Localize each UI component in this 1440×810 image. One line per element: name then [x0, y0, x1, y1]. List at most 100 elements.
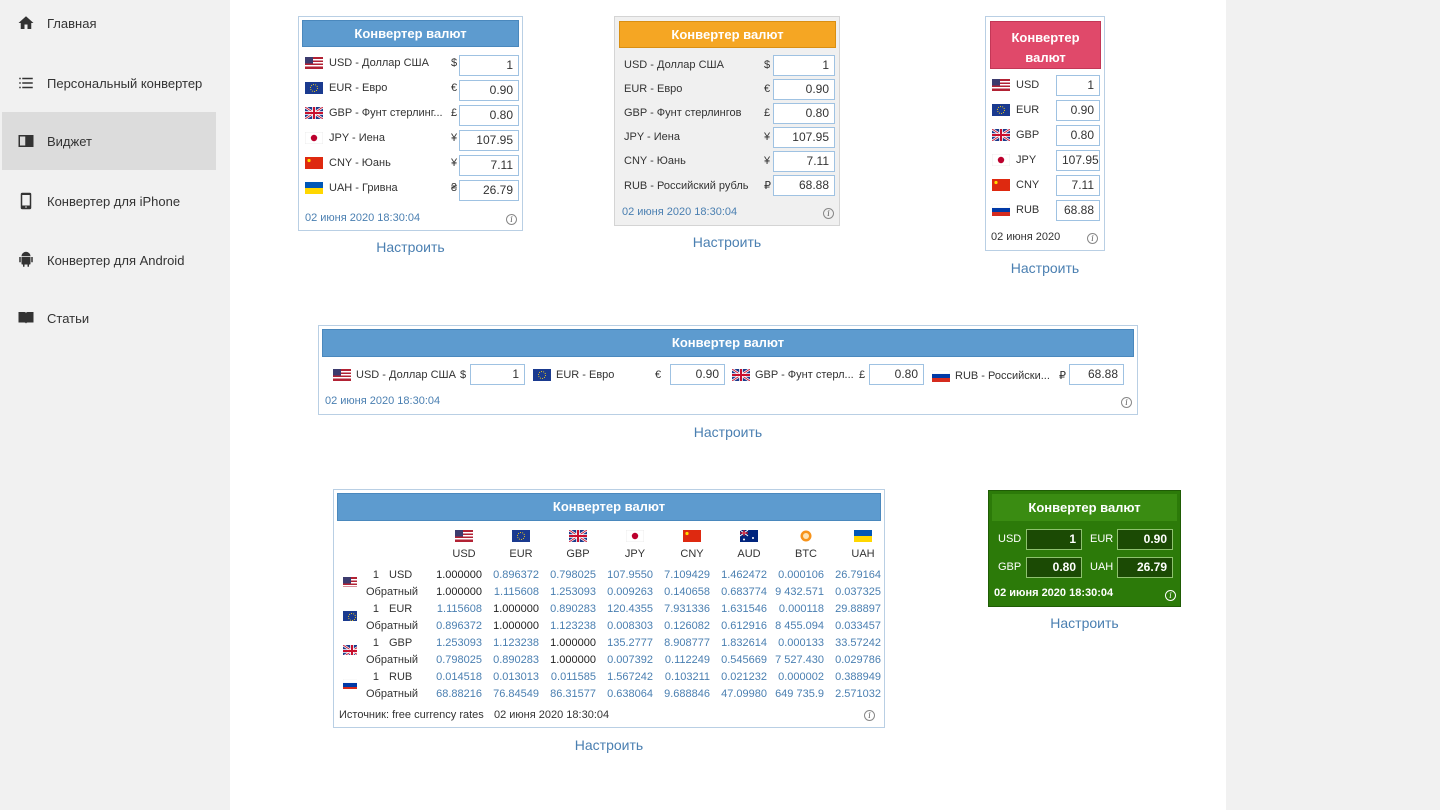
reverse-label: Обратный: [365, 620, 418, 632]
currency-row: CNY - Юань ¥: [305, 157, 457, 169]
list-icon: [16, 73, 36, 93]
rate-cell: 7.109429: [664, 569, 710, 581]
widget-title: Конвертер валют: [337, 493, 881, 521]
usd-flag-icon: [455, 530, 473, 542]
currency-label: EUR - Евро: [329, 82, 388, 94]
setup-link[interactable]: Настроить: [376, 239, 445, 255]
info-icon[interactable]: i: [506, 214, 517, 225]
currency-row: GBP - Фунт стерлингов £: [624, 107, 770, 119]
eu-flag-icon: [992, 104, 1010, 116]
info-icon[interactable]: i: [1121, 397, 1132, 408]
sidebar-item-home[interactable]: Главная: [2, 0, 216, 52]
ru-flag-icon: [992, 204, 1010, 216]
amount-input-cny[interactable]: 7.11: [773, 151, 835, 172]
row-currency-code: RUB: [389, 671, 413, 683]
rate-cell: 1.567242: [607, 671, 653, 683]
amount-input-jpy[interactable]: 107.95: [1056, 150, 1100, 171]
amount-input-jpy[interactable]: 107.95: [459, 130, 519, 151]
amount-input-gbp[interactable]: 0.80: [869, 364, 924, 385]
source-label[interactable]: Источник: free currency rates: [339, 709, 484, 721]
info-icon[interactable]: i: [864, 710, 875, 721]
android-icon: [16, 250, 36, 270]
ua-flag-icon: [305, 182, 323, 194]
info-icon[interactable]: i: [823, 208, 834, 219]
currency-row: RUB - Российский рубль ₽: [624, 179, 771, 193]
widget-title: Конвертер валют: [619, 21, 836, 48]
currency-label: EUR: [1090, 533, 1114, 545]
info-icon[interactable]: i: [1165, 590, 1176, 601]
amount-input-eur[interactable]: 0.90: [1117, 529, 1173, 550]
amount-input-rub[interactable]: 68.88: [1069, 364, 1124, 385]
update-date: 02 июня 2020: [991, 231, 1061, 243]
reverse-rate-cell: 649 735.9: [775, 688, 824, 700]
amount-input-eur[interactable]: 0.90: [1056, 100, 1100, 121]
currency-label: USD - Доллар США: [624, 59, 724, 71]
amount-input-rub[interactable]: 68.88: [1056, 200, 1100, 221]
rate-cell: 1.832614: [721, 637, 767, 649]
eur-flag-icon: [343, 611, 357, 621]
column-header: BTC: [795, 548, 817, 560]
amount-input-eur[interactable]: 0.90: [459, 80, 519, 101]
rate-cell: 0.021232: [721, 671, 767, 683]
info-icon[interactable]: i: [1087, 233, 1098, 244]
setup-link[interactable]: Настроить: [1010, 260, 1080, 276]
reverse-rate-cell: 0.798025: [436, 654, 482, 666]
column-header: GBP: [566, 548, 590, 560]
amount-input-uah[interactable]: 26.79: [1117, 557, 1173, 578]
amount-input-gbp[interactable]: 0.80: [773, 103, 835, 124]
currency-label: USD: [998, 533, 1022, 545]
currency-row: USD - Доллар США $: [624, 59, 770, 71]
sidebar-item-personal-converter[interactable]: Персональный конвертер: [2, 54, 216, 112]
sidebar-item-label: Виджет: [47, 133, 92, 149]
rate-cell: 0.011585: [550, 671, 596, 683]
widget-rates-table: Конвертер валют USD EUR GBP JPY CNY AUD BTC UAH…: [333, 489, 885, 728]
currency-row: EUR - Евро €: [305, 82, 457, 94]
amount-input-uah[interactable]: 26.79: [459, 180, 519, 201]
currency-symbol: $: [764, 59, 771, 71]
currency-row: GBP: [992, 129, 1039, 141]
rate-cell: 1.253093: [436, 637, 482, 649]
widget-blue-vertical: Конвертер валют USD - Доллар США $ 1 EUR…: [298, 16, 523, 231]
sidebar-item-widget[interactable]: Виджет: [2, 112, 216, 170]
amount-input-rub[interactable]: 68.88: [773, 175, 835, 196]
currency-row: EUR - Евро €: [624, 83, 770, 95]
sidebar-item-iphone[interactable]: Конвертер для iPhone: [2, 172, 216, 230]
setup-link[interactable]: Настроить: [1050, 615, 1119, 631]
usd-flag-icon: [343, 577, 357, 587]
currency-row: EUR: [992, 104, 1039, 116]
jp-flag-icon: [305, 132, 323, 144]
cn-flag-icon: [992, 179, 1010, 191]
amount-input-gbp[interactable]: 0.80: [459, 105, 519, 126]
currency-label: GBP - Фунт стерл...: [755, 369, 854, 381]
sidebar-item-android[interactable]: Конвертер для Android: [2, 231, 216, 289]
gb-flag-icon: [305, 107, 323, 119]
reverse-rate-cell: 9.688846: [664, 688, 710, 700]
jpy-flag-icon: [626, 530, 644, 542]
setup-link[interactable]: Настроить: [574, 737, 644, 753]
setup-link[interactable]: Настроить: [692, 234, 762, 250]
amount-input-eur[interactable]: 0.90: [773, 79, 835, 100]
amount-input-gbp[interactable]: 0.80: [1026, 557, 1082, 578]
reverse-rate-cell: 1.115608: [493, 586, 539, 598]
amount-input-cny[interactable]: 7.11: [1056, 175, 1100, 196]
currency-symbol: ₴: [451, 182, 458, 194]
currency-symbol: £: [451, 107, 458, 119]
amount-input-usd[interactable]: 1: [1026, 529, 1082, 550]
amount-input-usd[interactable]: 1: [1056, 75, 1100, 96]
setup-link[interactable]: Настроить: [693, 424, 763, 440]
rate-cell: 29.88897: [835, 603, 881, 615]
widget-icon: [16, 131, 36, 151]
amount-input-usd[interactable]: 1: [459, 55, 519, 76]
amount-input-gbp[interactable]: 0.80: [1056, 125, 1100, 146]
amount-input-eur[interactable]: 0.90: [670, 364, 725, 385]
amount-input-jpy[interactable]: 107.95: [773, 127, 835, 148]
amount-input-usd[interactable]: 1: [470, 364, 525, 385]
amount-input-cny[interactable]: 7.11: [459, 155, 519, 176]
rate-cell: 1.115608: [436, 603, 482, 615]
sidebar-item-articles[interactable]: Статьи: [2, 289, 216, 347]
amount-input-usd[interactable]: 1: [773, 55, 835, 76]
currency-label: JPY: [1016, 154, 1037, 166]
currency-label: GBP - Фунт стерлинг...: [329, 107, 443, 119]
currency-label: JPY - Иена: [329, 132, 385, 144]
reverse-rate-cell: 2.571032: [835, 688, 881, 700]
